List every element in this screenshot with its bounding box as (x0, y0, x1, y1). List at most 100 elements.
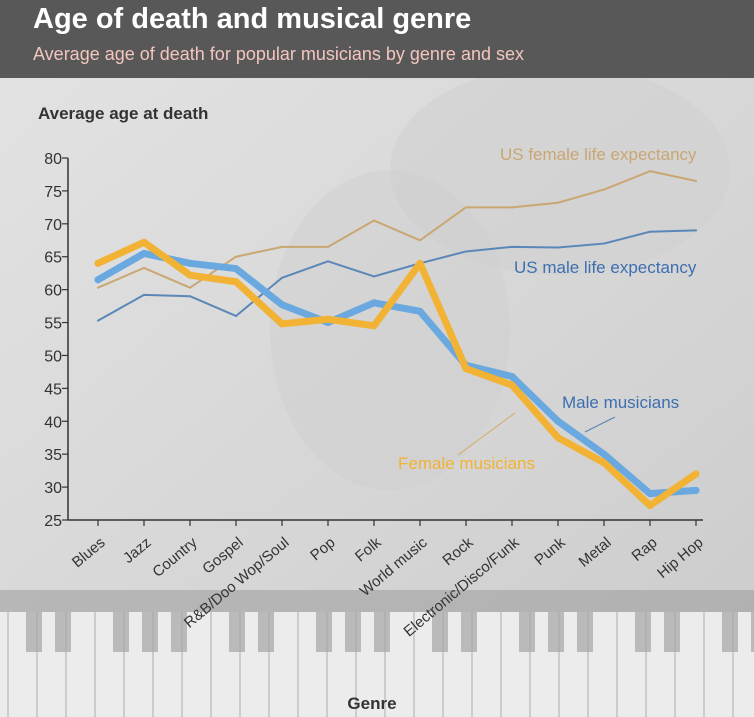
series-line-us-female-life-expectancy (97, 170, 697, 289)
data-point-male-musicians (692, 486, 700, 494)
data-point-male-musicians (416, 307, 424, 315)
data-point-us-female-life-expectancy (695, 180, 697, 183)
data-point-us-male-life-expectancy (511, 245, 513, 248)
data-point-us-male-life-expectancy (465, 250, 467, 253)
data-point-us-male-life-expectancy (189, 295, 191, 298)
data-point-us-female-life-expectancy (465, 206, 467, 209)
piano-black-key (316, 612, 332, 652)
piano-black-key (519, 612, 535, 652)
y-tick-label: 80 (44, 151, 62, 168)
piano-black-key (374, 612, 390, 652)
annotation-female-musicians: Female musicians (398, 454, 535, 473)
y-tick-label: 25 (44, 513, 62, 530)
data-point-male-musicians (554, 417, 562, 425)
y-tick-label: 70 (44, 217, 62, 234)
y-tick-label: 65 (44, 250, 62, 267)
data-point-female-musicians (186, 271, 194, 279)
data-point-us-female-life-expectancy (189, 286, 191, 289)
piano-black-key (171, 612, 187, 652)
piano-black-key (722, 612, 738, 652)
data-point-female-musicians (416, 259, 424, 267)
piano-black-key (751, 612, 754, 652)
data-point-us-male-life-expectancy (327, 260, 329, 263)
data-point-us-female-life-expectancy (373, 219, 375, 222)
data-point-male-musicians (232, 265, 240, 273)
series-line-male-musicians (94, 249, 700, 498)
annotation-male-musicians: Male musicians (562, 393, 679, 412)
data-point-male-musicians (508, 373, 516, 381)
y-tick-label: 35 (44, 447, 62, 464)
data-point-us-female-life-expectancy (327, 245, 329, 248)
piano-black-key (258, 612, 274, 652)
female-musicians-leader (457, 412, 516, 456)
piano-black-key (55, 612, 71, 652)
data-point-us-male-life-expectancy (97, 319, 99, 322)
data-point-male-musicians (370, 299, 378, 307)
piano-black-key (142, 612, 158, 652)
data-point-female-musicians (692, 470, 700, 478)
data-point-female-musicians (462, 365, 470, 373)
data-point-female-musicians (278, 320, 286, 328)
data-point-us-male-life-expectancy (143, 293, 145, 296)
series-layer (94, 170, 700, 510)
data-point-male-musicians (600, 450, 608, 458)
series-line-us-male-life-expectancy (97, 229, 697, 322)
data-point-female-musicians (140, 238, 148, 246)
data-point-female-musicians (554, 434, 562, 442)
piano-black-key (664, 612, 680, 652)
data-point-female-musicians (600, 459, 608, 467)
male-musicians-leader (584, 416, 616, 433)
data-point-us-male-life-expectancy (281, 276, 283, 279)
data-point-us-male-life-expectancy (649, 230, 651, 233)
background-photo (0, 78, 754, 717)
piano-black-key (345, 612, 361, 652)
data-point-male-musicians (646, 490, 654, 498)
data-point-female-musicians (646, 502, 654, 510)
annotation-us-female-life-expectancy: US female life expectancy (500, 145, 697, 164)
data-point-us-female-life-expectancy (419, 239, 421, 242)
data-point-us-male-life-expectancy (557, 246, 559, 249)
piano-black-key (635, 612, 651, 652)
piano-black-key (229, 612, 245, 652)
piano-black-key (26, 612, 42, 652)
data-point-male-musicians (186, 259, 194, 267)
data-point-male-musicians (140, 249, 148, 257)
y-tick-label: 75 (44, 184, 62, 201)
data-point-female-musicians (508, 381, 516, 389)
data-point-female-musicians (94, 259, 102, 267)
data-point-us-male-life-expectancy (373, 275, 375, 278)
y-axis-ticks: 80 75 70 65 60 55 50 45 40 35 30 25 (44, 151, 68, 530)
y-tick-label: 60 (44, 283, 62, 300)
y-tick-label: 50 (44, 348, 62, 365)
piano-black-key (432, 612, 448, 652)
data-point-us-female-life-expectancy (603, 188, 605, 191)
data-point-male-musicians (278, 301, 286, 309)
chart-title: Age of death and musical genre (33, 3, 472, 35)
data-point-us-male-life-expectancy (603, 242, 605, 245)
series-line-female-musicians (94, 238, 700, 510)
data-point-us-female-life-expectancy (557, 201, 559, 204)
piano-keys (7, 612, 754, 717)
data-point-female-musicians (232, 278, 240, 286)
piano-black-key (577, 612, 593, 652)
header-banner: Age of death and musical genre Average a… (0, 0, 754, 78)
chart-subtitle: Average age of death for popular musicia… (33, 44, 524, 64)
data-point-us-female-life-expectancy (281, 245, 283, 248)
piano-black-key (461, 612, 477, 652)
annotation-us-male-life-expectancy: US male life expectancy (514, 258, 697, 277)
data-point-us-female-life-expectancy (97, 286, 99, 289)
data-point-us-male-life-expectancy (695, 229, 697, 232)
data-point-us-female-life-expectancy (511, 206, 513, 209)
y-tick-label: 55 (44, 316, 62, 333)
data-point-us-female-life-expectancy (649, 170, 651, 173)
piano-black-key (113, 612, 129, 652)
data-point-female-musicians (324, 315, 332, 323)
data-point-us-male-life-expectancy (235, 314, 237, 317)
data-point-female-musicians (370, 322, 378, 330)
piano-black-key (548, 612, 564, 652)
data-point-us-female-life-expectancy (143, 266, 145, 269)
y-tick-label: 30 (44, 480, 62, 497)
y-tick-label: 40 (44, 414, 62, 431)
data-point-us-female-life-expectancy (235, 255, 237, 258)
